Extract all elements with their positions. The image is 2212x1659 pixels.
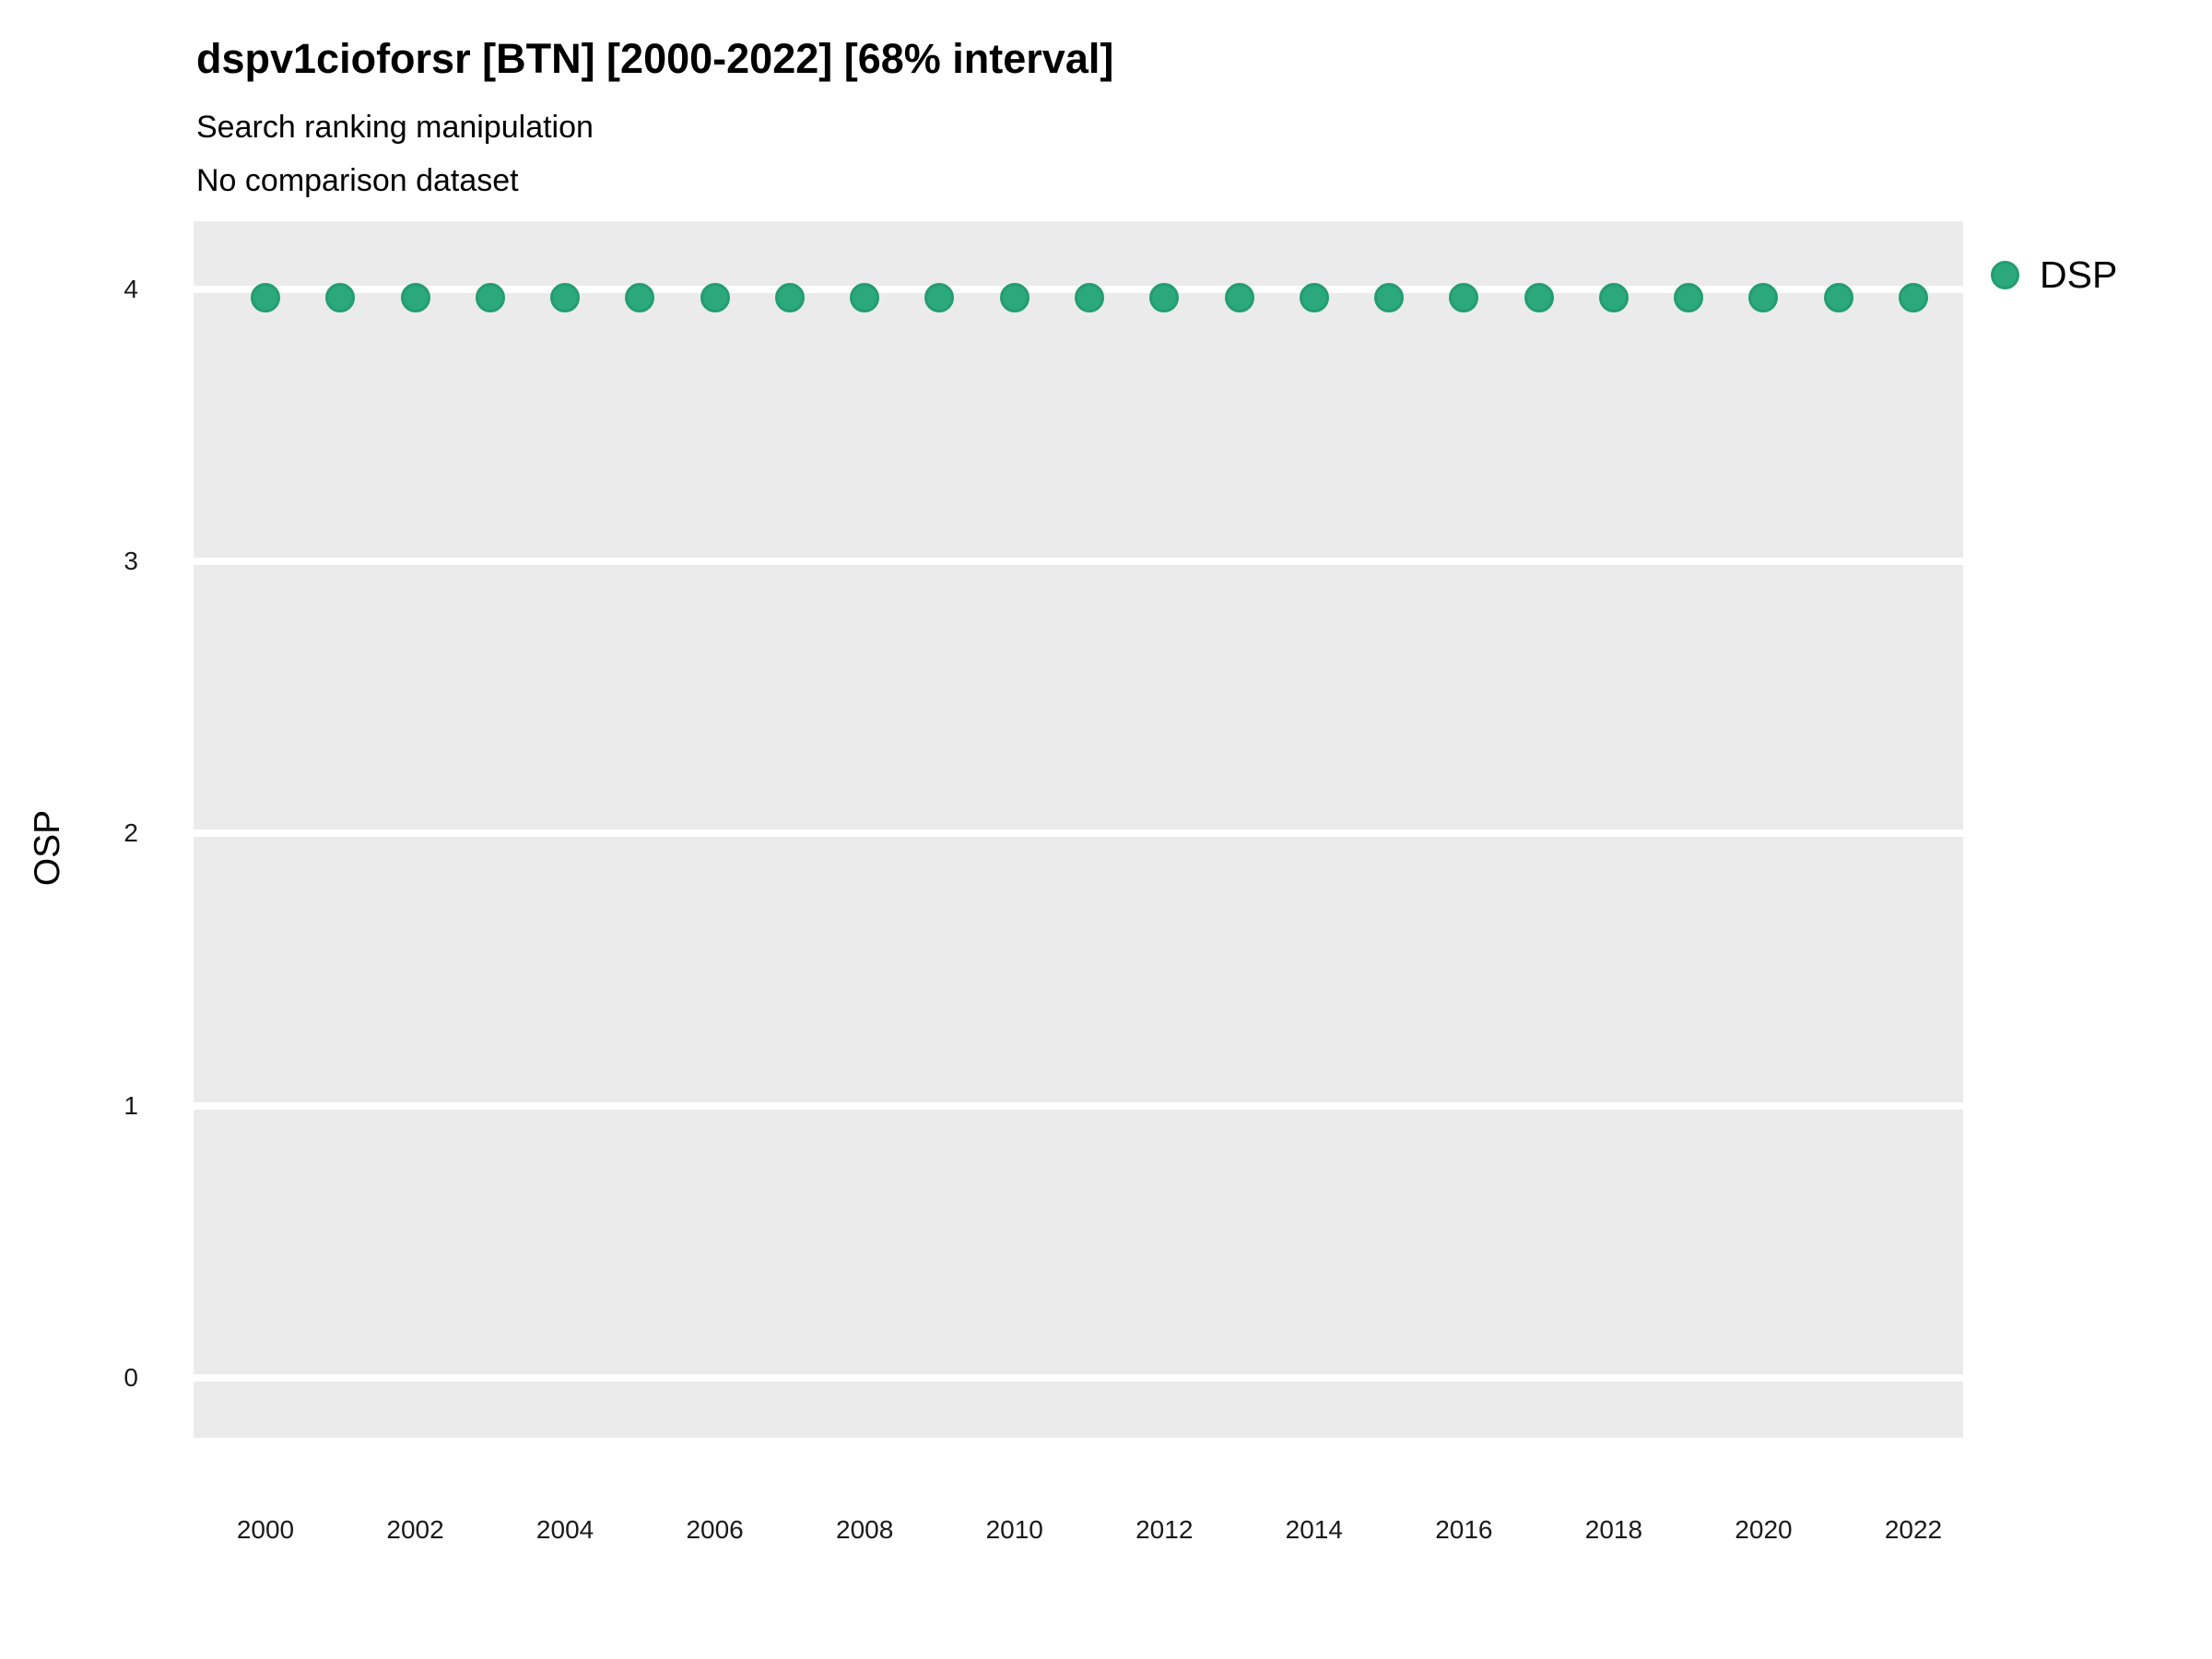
- data-point-dsp-2006: [700, 282, 730, 312]
- data-point-dsp-2014: [1299, 282, 1329, 312]
- x-tick-label-2008: 2008: [836, 1515, 894, 1544]
- chart-subtitle: Search ranking manipulation: [196, 110, 594, 145]
- data-point-dsp-2001: [325, 282, 356, 312]
- data-point-dsp-2019: [1674, 282, 1704, 312]
- x-tick-label-2016: 2016: [1435, 1515, 1493, 1544]
- chart-title: dspv1cioforsr [BTN] [2000-2022] [68% int…: [196, 35, 1114, 82]
- data-point-dsp-2015: [1374, 282, 1405, 312]
- data-point-dsp-2009: [924, 282, 955, 312]
- y-tick-label-0: 0: [124, 1363, 138, 1393]
- y-tick-label-4: 4: [124, 274, 138, 303]
- x-tick-label-2010: 2010: [985, 1515, 1043, 1544]
- chart-note: No comparison dataset: [196, 163, 519, 198]
- data-point-dsp-2016: [1449, 282, 1479, 312]
- data-point-dsp-2020: [1748, 282, 1779, 312]
- gridline-y-0: [194, 1374, 1963, 1382]
- data-point-dsp-2000: [251, 282, 280, 312]
- data-point-dsp-2004: [550, 282, 581, 312]
- gridline-y-2: [194, 830, 1963, 838]
- data-point-dsp-2021: [1823, 282, 1853, 312]
- data-point-dsp-2022: [1899, 282, 1928, 312]
- plot-panel: [194, 221, 1963, 1438]
- x-tick-label-2000: 2000: [236, 1515, 295, 1544]
- gridline-y-3: [194, 558, 1963, 566]
- x-tick-label-2018: 2018: [1584, 1515, 1643, 1544]
- x-tick-label-2020: 2020: [1735, 1515, 1793, 1544]
- data-point-dsp-2018: [1598, 282, 1629, 312]
- x-tick-label-2006: 2006: [686, 1515, 744, 1544]
- data-point-dsp-2002: [400, 282, 430, 312]
- x-tick-label-2002: 2002: [386, 1515, 444, 1544]
- legend-label: DSP: [2040, 253, 2118, 296]
- gridline-y-1: [194, 1101, 1963, 1110]
- legend: DSP: [1991, 247, 2117, 302]
- y-tick-label-3: 3: [124, 547, 138, 576]
- y-tick-label-1: 1: [124, 1090, 138, 1120]
- data-point-dsp-2011: [1075, 282, 1104, 312]
- data-point-dsp-2007: [774, 282, 805, 312]
- x-tick-label-2022: 2022: [1884, 1515, 1943, 1544]
- data-point-dsp-2010: [999, 282, 1030, 312]
- data-point-dsp-2003: [475, 282, 505, 312]
- x-tick-label-2012: 2012: [1135, 1515, 1194, 1544]
- data-point-dsp-2013: [1224, 282, 1254, 312]
- data-point-dsp-2017: [1524, 282, 1554, 312]
- data-point-dsp-2012: [1149, 282, 1180, 312]
- data-point-dsp-2008: [850, 282, 880, 312]
- legend-point-icon: [1991, 260, 2019, 289]
- y-tick-label-2: 2: [124, 818, 138, 848]
- x-tick-label-2004: 2004: [535, 1515, 594, 1544]
- data-point-dsp-2005: [625, 282, 655, 312]
- x-tick-label-2014: 2014: [1285, 1515, 1343, 1544]
